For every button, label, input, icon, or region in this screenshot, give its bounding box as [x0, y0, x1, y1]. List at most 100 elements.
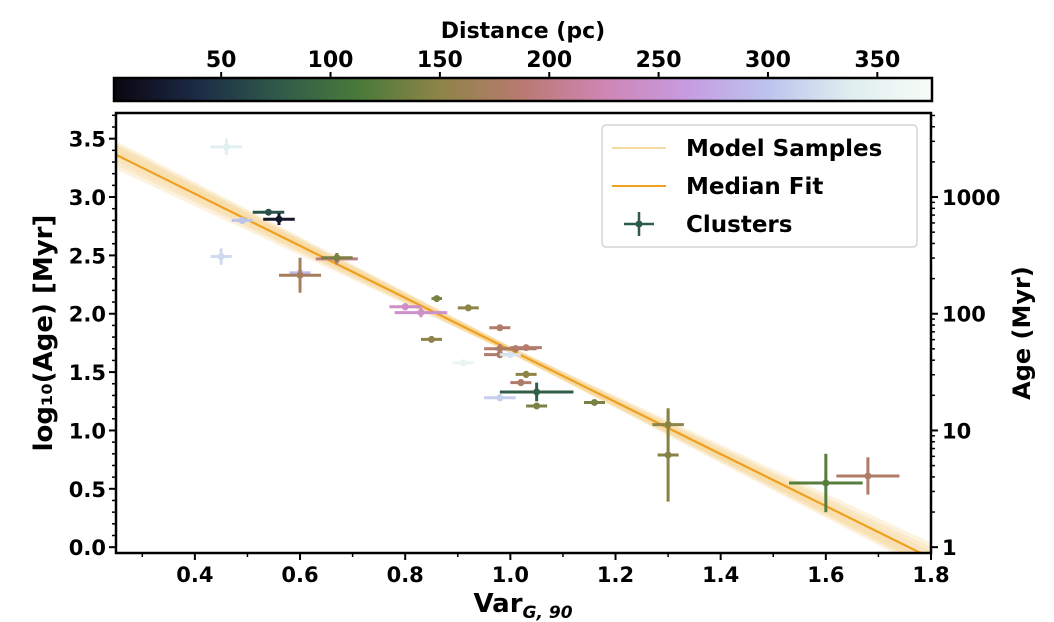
plot-area	[116, 138, 931, 553]
legend-clusters-swatch	[624, 212, 654, 236]
x-tick-label: 0.6	[281, 563, 318, 587]
cluster-point	[510, 344, 542, 352]
y-axis-label: log₁₀(Age) [Myr]	[29, 215, 59, 452]
cluster-marker	[222, 143, 230, 151]
cluster-point	[526, 402, 548, 410]
cluster-point	[499, 382, 574, 402]
cluster-marker	[496, 324, 504, 332]
colorbar-tick-label: 150	[417, 48, 463, 73]
y-tick-label: 2.0	[69, 303, 106, 327]
colorbar-ticks: 50 100 150 200 250 300 350	[206, 48, 900, 78]
cluster-point	[484, 394, 516, 402]
cluster-point	[231, 216, 253, 224]
cluster-marker	[664, 451, 672, 459]
colorbar-tick-label: 250	[636, 48, 682, 73]
cluster-marker	[506, 351, 514, 359]
cluster-point	[210, 248, 232, 265]
cluster-point	[789, 453, 863, 513]
x-tick-label: 1.6	[807, 563, 844, 587]
cluster-point	[657, 408, 679, 502]
cluster-marker	[433, 295, 441, 303]
colorbar-tick-label: 300	[745, 48, 791, 73]
cluster-marker	[275, 215, 283, 223]
cluster-point	[279, 257, 322, 293]
cluster-point	[489, 324, 511, 332]
y-tick-label: 0.0	[69, 536, 106, 560]
cluster-point	[252, 208, 285, 216]
y-tick-label: 1.0	[69, 419, 106, 443]
cluster-marker	[417, 309, 425, 317]
cluster-marker	[533, 388, 541, 396]
cluster-marker	[464, 304, 472, 312]
x-tick-label: 0.8	[387, 563, 424, 587]
y-tick-label: 0.5	[69, 478, 106, 502]
cluster-point	[389, 303, 421, 311]
cluster-point	[510, 379, 532, 387]
legend-clusters-label: Clusters	[686, 212, 792, 238]
legend-box	[601, 124, 918, 248]
cluster-marker	[333, 254, 341, 262]
cluster-marker	[264, 208, 272, 216]
cluster-marker	[459, 359, 467, 367]
median-fit-line	[116, 153, 924, 553]
legend-model-samples-label: Model Samples	[686, 136, 882, 162]
cluster-marker	[522, 344, 530, 352]
x-tick-label: 0.4	[176, 563, 213, 587]
y2-tick-label: 10	[942, 419, 971, 443]
clusters	[210, 138, 900, 513]
x-axis-label-sub: G, 90	[523, 603, 573, 622]
legend-median-fit-label: Median Fit	[686, 174, 823, 200]
x-axis: 0.4 0.6 0.8 1.0 1.2 1.4 1.6 1.8	[141, 553, 950, 587]
y2-tick-label: 1000	[942, 186, 1000, 210]
x-tick-label: 1.4	[702, 563, 739, 587]
colorbar	[112, 76, 934, 103]
cluster-marker	[822, 479, 830, 487]
cluster-marker	[533, 402, 541, 410]
x-tick-label: 1.2	[597, 563, 634, 587]
cluster-marker	[401, 303, 409, 311]
y2-axis: 1 10 100 1000	[931, 114, 1000, 560]
cluster-point	[583, 398, 605, 406]
legend: Model Samples Median Fit Clusters	[601, 124, 918, 248]
y-axis: 0.0 0.5 1.0 1.5 2.0 2.5 3.0 3.5	[69, 114, 116, 560]
cluster-marker	[517, 379, 525, 387]
cluster-point	[321, 253, 353, 263]
cluster-marker	[296, 271, 304, 279]
y-tick-label: 1.5	[69, 361, 106, 385]
colorbar-tick-label: 350	[854, 48, 900, 73]
cluster-point	[457, 304, 479, 312]
median-fit	[116, 153, 924, 553]
cluster-point	[499, 351, 521, 359]
y2-tick-label: 100	[942, 303, 986, 327]
cluster-marker	[427, 335, 435, 343]
y-tick-label: 2.5	[69, 244, 106, 268]
colorbar-tick-label: 200	[526, 48, 572, 73]
colorbar-tick-label: 50	[206, 48, 237, 73]
plot-frame	[114, 111, 933, 555]
cluster-point	[263, 213, 295, 226]
cluster-point	[420, 335, 442, 343]
colorbar-title: Distance (pc)	[441, 19, 605, 44]
cluster-marker	[496, 394, 504, 402]
cluster-point	[394, 307, 448, 318]
cluster-point	[515, 370, 537, 378]
x-axis-label-main: Var	[473, 589, 522, 619]
y-tick-label: 3.0	[69, 186, 106, 210]
y-tick-label: 3.5	[69, 128, 106, 152]
cluster-point	[210, 138, 243, 156]
y2-tick-label: 1	[942, 536, 957, 560]
cluster-point	[836, 457, 900, 495]
cluster-point	[452, 359, 474, 367]
x-tick-label: 1.0	[492, 563, 529, 587]
cluster-marker	[238, 216, 246, 224]
y2-axis-label: Age (Myr)	[1008, 266, 1036, 400]
colorbar-tick-label: 100	[308, 48, 354, 73]
cluster-point	[431, 295, 442, 303]
cluster-marker	[217, 253, 225, 261]
x-axis-label: VarG, 90	[473, 589, 572, 622]
x-tick-label: 1.8	[912, 563, 949, 587]
cluster-marker	[590, 398, 598, 406]
cluster-marker	[864, 472, 872, 480]
cluster-marker	[522, 370, 530, 378]
